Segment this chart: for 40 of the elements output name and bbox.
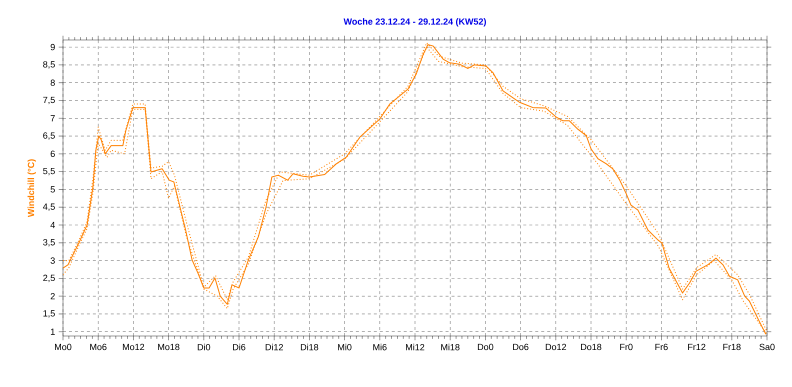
y-tick-label: 7,5 (43, 96, 55, 104)
y-axis-title: Windchill (°C) (28, 159, 36, 218)
y-tick-label: 5,5 (43, 168, 55, 176)
y-tick-label: 3 (50, 257, 55, 264)
y-tick-label: 4 (50, 222, 55, 228)
y-tick-label: 2,5 (43, 274, 55, 282)
x-tick-label: Mi6 (373, 344, 387, 350)
y-tick-label: 6,5 (43, 132, 55, 140)
x-tick-label: Mi18 (441, 344, 460, 350)
x-tick-label: Mo18 (158, 344, 180, 350)
x-tick-label: Mi12 (406, 344, 424, 350)
y-tick-label: 9 (50, 44, 55, 50)
x-tick-label: Do6 (513, 344, 528, 350)
y-tick-label: 7 (50, 115, 55, 122)
y-tick-label: 8 (50, 80, 55, 86)
x-tick-label: Fr18 (723, 344, 741, 350)
x-tick-label: Do0 (478, 344, 494, 350)
x-tick-label: Mo0 (55, 344, 72, 350)
x-tick-label: Sa0 (759, 344, 775, 350)
x-tick-label: Do12 (546, 344, 566, 350)
x-tick-label: Fr0 (620, 344, 633, 350)
y-tick-label: 1,5 (43, 310, 55, 318)
x-tick-label: Di6 (233, 344, 246, 350)
y-tick-label: 4,5 (42, 204, 55, 211)
x-tick-label: Di0 (198, 344, 210, 350)
y-tick-label: 2 (50, 293, 55, 300)
x-tick-label: Fr12 (688, 344, 706, 350)
y-tick-label: 8,5 (43, 61, 55, 69)
x-tick-label: Fr6 (655, 344, 668, 350)
y-tick-label: 5 (50, 186, 55, 193)
y-tick-label: 1 (50, 328, 55, 335)
y-tick-label: 6 (50, 150, 55, 158)
chart-title: Woche 23.12.24 - 29.12.24 (KW52) (344, 18, 486, 26)
y-tick-label: 3,5 (43, 239, 55, 246)
x-tick-label: Di18 (300, 344, 318, 350)
x-tick-label: Di12 (266, 344, 283, 350)
x-tick-label: Mo6 (90, 344, 107, 350)
x-tick-label: Do18 (581, 344, 602, 350)
x-tick-label: Mo12 (122, 344, 144, 350)
x-tick-label: Mi0 (338, 344, 352, 350)
